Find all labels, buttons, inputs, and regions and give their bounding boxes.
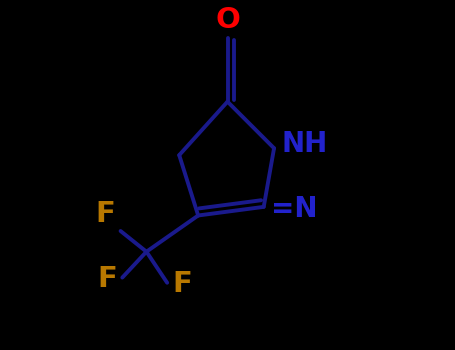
Text: =N: =N <box>271 195 318 223</box>
Text: F: F <box>172 271 192 299</box>
Text: F: F <box>96 199 116 228</box>
Text: F: F <box>97 265 117 293</box>
Text: O: O <box>215 6 240 34</box>
Text: NH: NH <box>282 130 328 158</box>
